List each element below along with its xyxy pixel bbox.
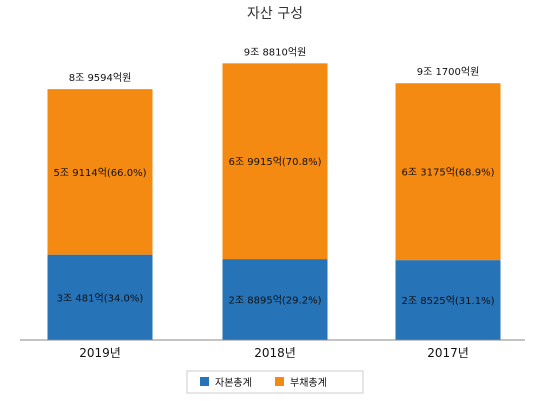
x-tick-label-2: 2018년 xyxy=(254,346,296,360)
legend-swatch-liabilities xyxy=(275,377,284,386)
bar-equity-3 xyxy=(395,260,501,340)
bar-liabilities-3 xyxy=(395,83,501,261)
bar-label-equity-1: 3조 481억(34.0%) xyxy=(57,292,144,304)
bar-liabilities-1 xyxy=(47,89,153,255)
bar-label-equity-2: 2조 8895억(29.2%) xyxy=(229,295,322,307)
chart-title: 자산 구성 xyxy=(247,6,303,22)
legend-label-liabilities: 부채총계 xyxy=(290,377,327,389)
legend-label-equity: 자본총계 xyxy=(215,377,252,389)
x-tick-label-1: 2019년 xyxy=(79,346,121,360)
bar-equity-1 xyxy=(47,254,153,340)
x-tick-label-3: 2017년 xyxy=(427,346,469,360)
bar-label-equity-3: 2조 8525억(31.1%) xyxy=(402,295,495,307)
bar-total-label-1: 8조 9594억원 xyxy=(69,72,132,84)
bar-label-liabilities-2: 6조 9915억(70.8%) xyxy=(229,156,322,168)
legend: 자본총계 부채총계 xyxy=(186,370,364,394)
bar-label-liabilities-3: 6조 3175억(68.9%) xyxy=(402,167,495,179)
bar-label-liabilities-1: 5조 9114억(66.0%) xyxy=(54,167,147,179)
bar-liabilities-2 xyxy=(222,63,328,260)
bar-equity-2 xyxy=(222,259,328,340)
bars-group: 3조 481억(34.0%) 5조 9114억(66.0%) 8조 9594억원 20… xyxy=(47,46,501,360)
bar-total-label-3: 9조 1700억원 xyxy=(417,66,480,78)
bar-total-label-2: 9조 8810억원 xyxy=(244,46,307,58)
legend-swatch-equity xyxy=(200,377,209,386)
